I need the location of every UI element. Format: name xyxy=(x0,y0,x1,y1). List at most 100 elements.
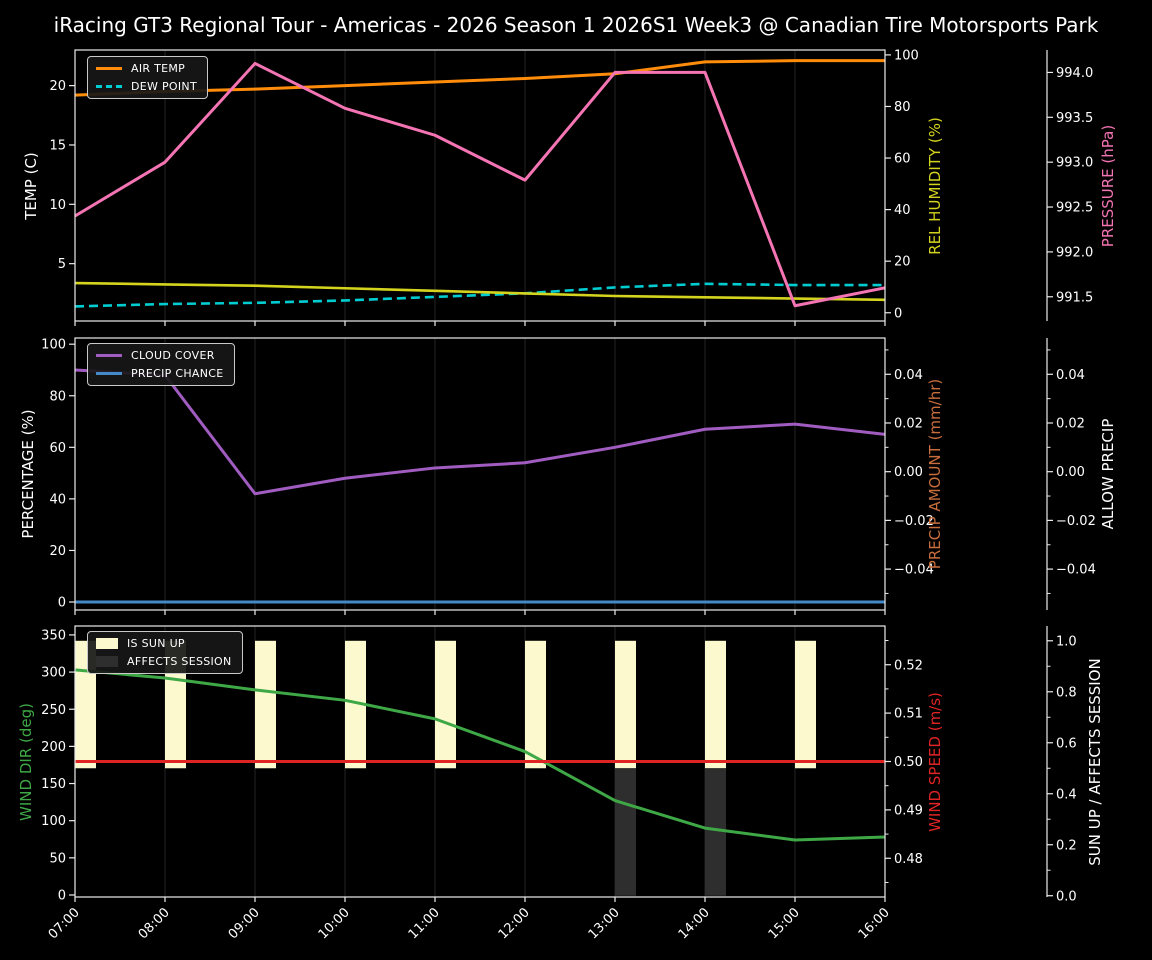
is-sun-up-bar xyxy=(615,640,636,769)
pressure-axis-label: PRESSURE (hPa) xyxy=(1099,124,1117,248)
y-tick-label: 994.0 xyxy=(1056,66,1093,81)
pressure-line xyxy=(74,61,886,308)
y-tick-label: 300 xyxy=(41,666,66,681)
x-tick-label: 13:00 xyxy=(586,905,623,942)
y-tick-label: 992.5 xyxy=(1056,201,1093,216)
y-tick-label: 40 xyxy=(49,492,66,507)
y-tick-label: 5 xyxy=(58,257,66,272)
air-temp-line-swatch xyxy=(96,67,122,70)
y-tick-label: −0.02 xyxy=(894,514,934,529)
y-tick-label: −0.02 xyxy=(1056,514,1096,529)
y-tick-label: 0.2 xyxy=(1056,838,1077,853)
temp-axis-label: TEMP (C) xyxy=(22,152,40,220)
y-tick-label: 10 xyxy=(49,198,66,213)
x-tick-label: 12:00 xyxy=(496,905,533,942)
sun-up-bar-swatch xyxy=(96,638,118,649)
x-tick-label: 16:00 xyxy=(856,905,893,942)
y-tick-label: 0.02 xyxy=(1056,417,1085,432)
y-tick-label: 0.02 xyxy=(894,417,923,432)
y-tick-label: 991.5 xyxy=(1056,290,1093,305)
is-sun-up-bar xyxy=(705,640,726,769)
y-tick-label: −0.04 xyxy=(1056,563,1096,578)
y-tick-label: 0.4 xyxy=(1056,787,1077,802)
y-tick-label: 0.0 xyxy=(1056,889,1077,904)
y-tick-label: 80 xyxy=(894,100,911,115)
legend-item-is-sun-up: IS SUN UP xyxy=(96,637,232,650)
precip-amount-axis-label: PRECIP AMOUNT (mm/hr) xyxy=(926,378,944,570)
wind-dir-axis-label: WIND DIR (deg) xyxy=(17,703,35,821)
y-tick-label: 250 xyxy=(41,703,66,718)
sun-up-axis-label: SUN UP / AFFECTS SESSION xyxy=(1086,658,1104,866)
legend-label: PRECIP CHANCE xyxy=(131,367,224,380)
wind-dir-line xyxy=(74,668,886,842)
allow-precip-axis-label: ALLOW PRECIP xyxy=(1099,418,1117,530)
legend-label: DEW POINT xyxy=(131,80,197,93)
y-tick-label: 0.51 xyxy=(894,707,923,722)
plot-frame xyxy=(74,337,886,611)
air-temp-line xyxy=(74,59,885,97)
y-tick-label: 350 xyxy=(41,628,66,643)
plot-frame xyxy=(74,49,886,322)
y-tick-label: 60 xyxy=(894,152,911,167)
y-tick-label: 40 xyxy=(894,203,911,218)
affects-session-bar-swatch xyxy=(96,656,118,667)
legend-label: AFFECTS SESSION xyxy=(127,655,232,668)
y-tick-label: 0 xyxy=(58,889,66,904)
cloud-cover-line xyxy=(74,368,886,496)
y-tick-label: 0 xyxy=(58,596,66,611)
wind-speed-axis-label: WIND SPEED (m/s) xyxy=(926,692,944,832)
is-sun-up-bar xyxy=(345,640,366,769)
wind-chart-legend: IS SUN UP AFFECTS SESSION xyxy=(87,631,243,674)
y-tick-label: 200 xyxy=(41,740,66,755)
y-tick-label: 0.48 xyxy=(894,852,923,867)
rel-humidity-line xyxy=(74,281,886,302)
y-tick-label: 0.04 xyxy=(1056,368,1085,383)
y-tick-label: 80 xyxy=(49,389,66,404)
y-tick-label: 20 xyxy=(49,544,66,559)
y-tick-label: 20 xyxy=(49,79,66,94)
x-tick-label: 09:00 xyxy=(226,905,263,942)
affects-session-bar xyxy=(705,768,726,896)
y-tick-label: 0.00 xyxy=(1056,465,1085,480)
is-sun-up-bar xyxy=(435,640,456,769)
y-tick-label: 0.49 xyxy=(894,803,923,818)
legend-item-dew-point: DEW POINT xyxy=(96,80,197,93)
precip-chance-line-swatch xyxy=(96,372,122,375)
cloud-precip-chart: 0 20 40 60 80 100 −0.04 −0.02 0.00 0.02 0.04 −0.04 −… xyxy=(41,337,1096,615)
y-tick-label: 0.04 xyxy=(894,368,923,383)
legend-label: AIR TEMP xyxy=(131,62,186,75)
cloud-chart-legend: CLOUD COVER PRECIP CHANCE xyxy=(87,343,235,386)
is-sun-up-bar xyxy=(525,640,546,769)
x-tick-label: 15:00 xyxy=(766,905,803,942)
y-tick-label: 60 xyxy=(49,441,66,456)
y-tick-label: 100 xyxy=(41,814,66,829)
percentage-axis-label: PERCENTAGE (%) xyxy=(19,409,37,539)
is-sun-up-bar xyxy=(795,640,816,769)
y-tick-label: 100 xyxy=(41,338,66,353)
x-tick-label: 10:00 xyxy=(316,905,353,942)
legend-label: IS SUN UP xyxy=(127,637,185,650)
figure-title: iRacing GT3 Regional Tour - Americas - 2… xyxy=(53,13,1099,37)
temp-chart-legend: AIR TEMP DEW POINT xyxy=(87,56,208,99)
y-tick-label: 150 xyxy=(41,777,66,792)
y-tick-label: 0.52 xyxy=(894,658,923,673)
dew-point-line xyxy=(74,282,885,308)
y-tick-label: 0.6 xyxy=(1056,736,1077,751)
y-tick-label: 1.0 xyxy=(1056,634,1077,649)
x-tick-label: 08:00 xyxy=(136,905,173,942)
x-tick-label: 14:00 xyxy=(676,905,713,942)
y-tick-label: 993.5 xyxy=(1056,111,1093,126)
y-tick-label: 0.8 xyxy=(1056,685,1077,700)
y-tick-label: 0.00 xyxy=(894,465,923,480)
legend-item-cloud-cover: CLOUD COVER xyxy=(96,349,224,362)
cloud-cover-line-swatch xyxy=(96,354,122,357)
y-tick-label: 0.50 xyxy=(894,755,923,770)
y-tick-label: 993.0 xyxy=(1056,156,1093,171)
legend-item-precip-chance: PRECIP CHANCE xyxy=(96,367,224,380)
y-tick-label: −0.04 xyxy=(894,563,934,578)
y-tick-label: 20 xyxy=(894,255,911,270)
y-tick-label: 0 xyxy=(894,306,902,321)
legend-label: CLOUD COVER xyxy=(131,349,215,362)
is-sun-up-bar xyxy=(255,640,276,769)
